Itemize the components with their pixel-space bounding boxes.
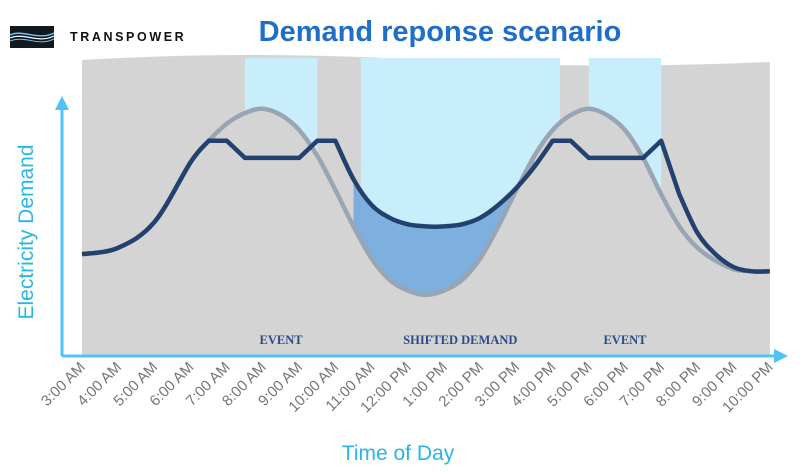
chart-title: Demand reponse scenario [258, 16, 622, 48]
shifted-demand-fill [353, 155, 535, 295]
brand-name: TRANSPOWER [70, 30, 187, 44]
brand-logo: TRANSPOWER [10, 26, 210, 48]
band-label: SHIFTED DEMAND [403, 333, 517, 347]
demand-response-curve [81, 138, 770, 274]
transpower-logo-icon [10, 26, 54, 48]
band-label: EVENT [603, 333, 647, 347]
band-label: EVENT [260, 333, 304, 347]
y-axis-title: Electricity Demand [15, 144, 38, 319]
x-axis-title: Time of Day [342, 442, 455, 465]
original-demand-curve [81, 106, 770, 298]
y-axis-arrow-icon [55, 96, 69, 110]
original-demand-area [82, 108, 770, 356]
x-axis-arrow-icon [774, 349, 788, 363]
